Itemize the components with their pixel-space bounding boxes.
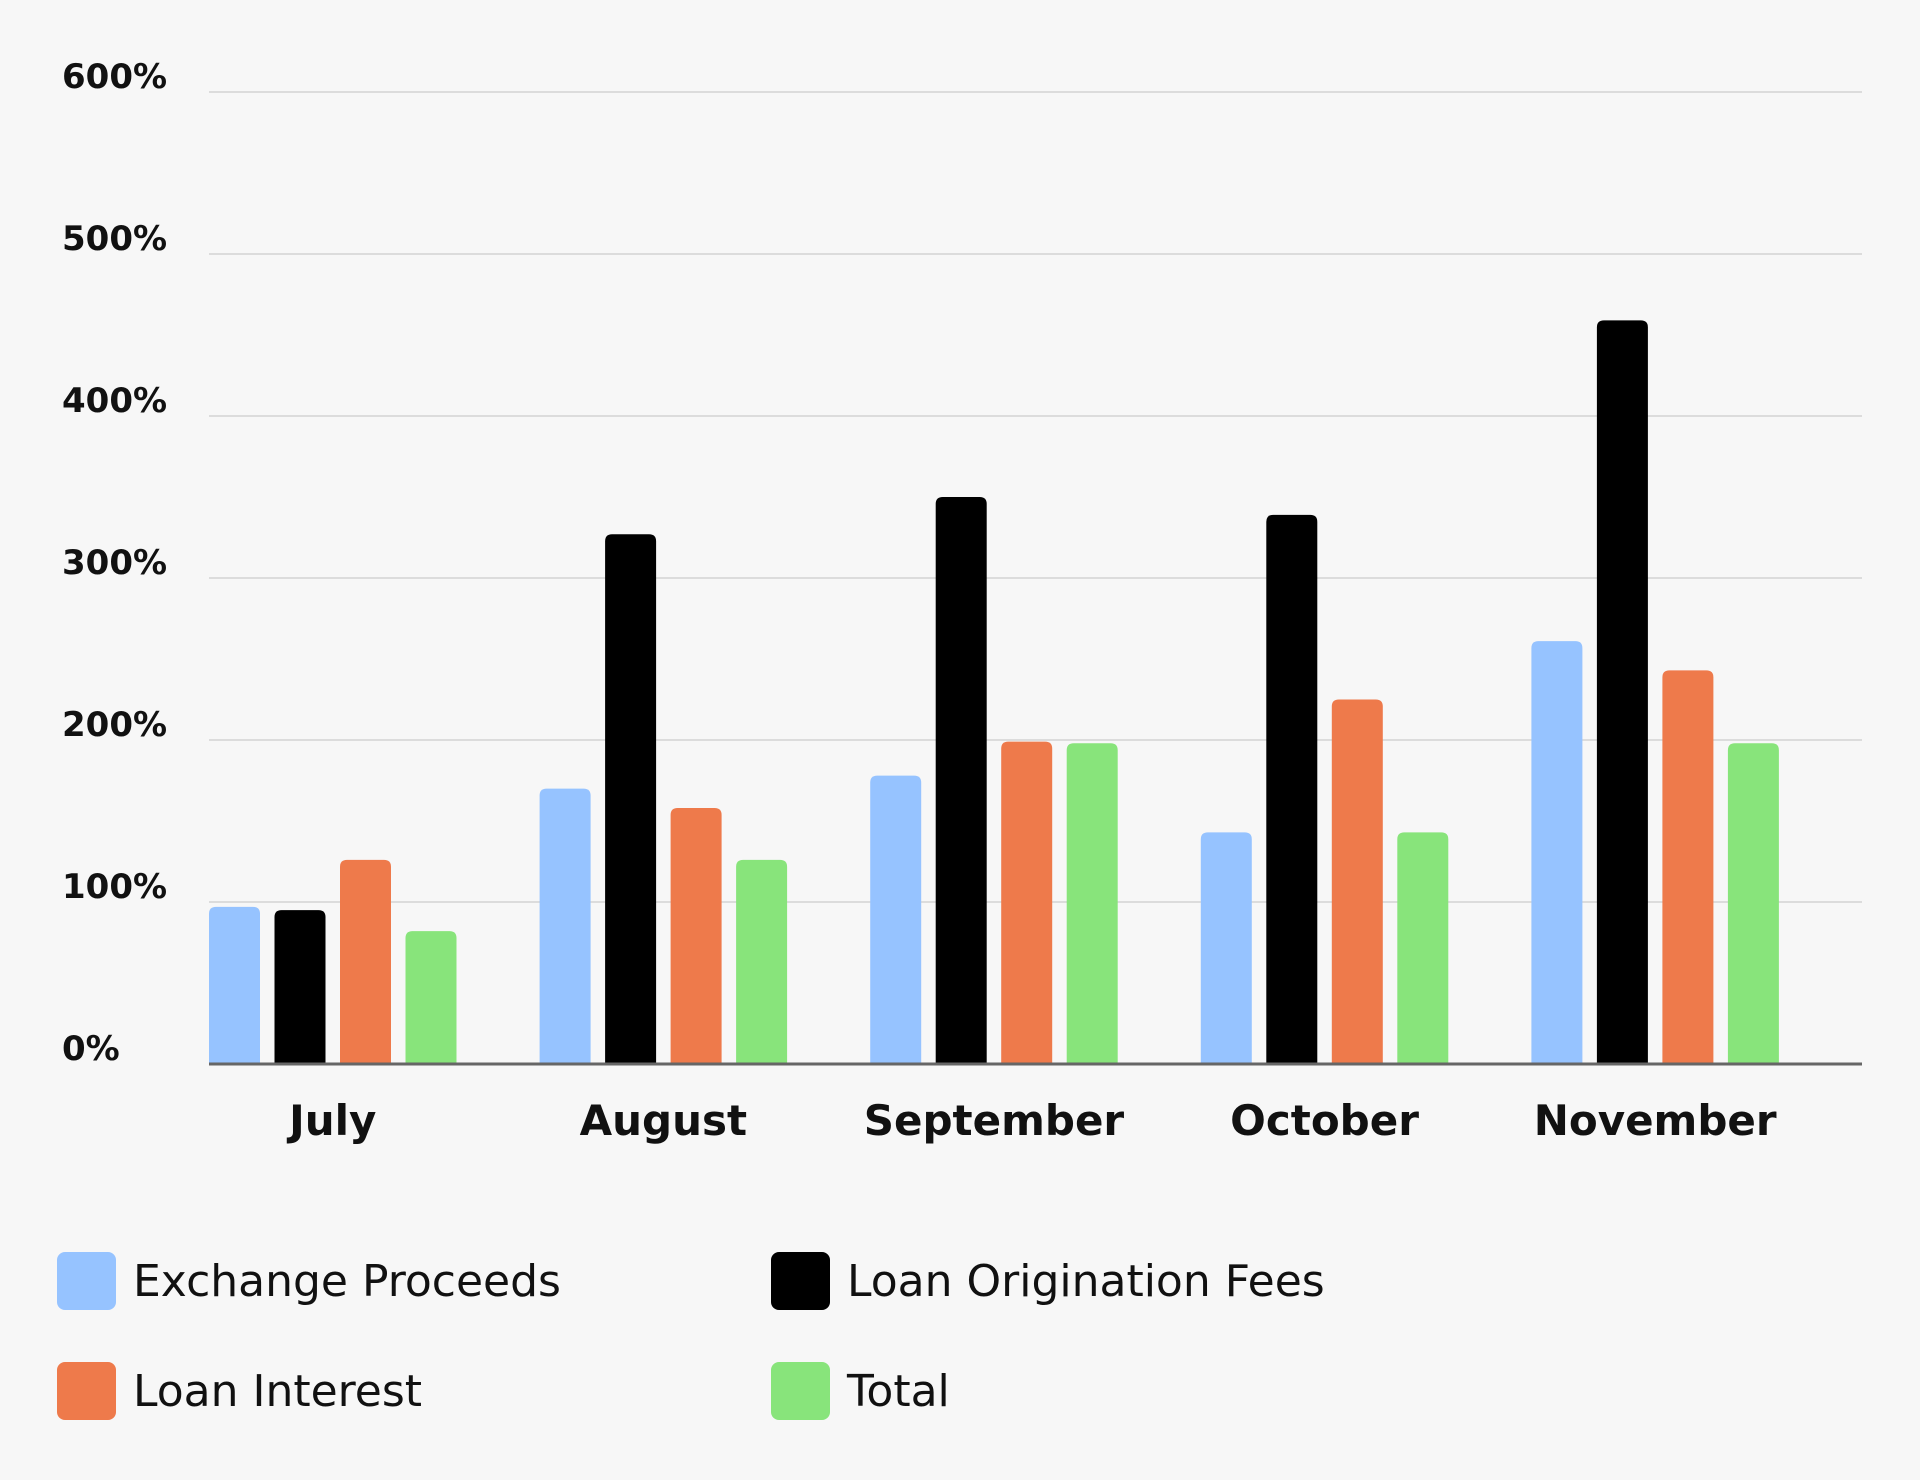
bar-exchange-proceeds-july [209,906,260,1064]
x-tick-label: October [1230,1096,1419,1145]
bar-loan-interest-november [1662,670,1714,1064]
y-tick-label: 200% [62,705,167,745]
bar-total-september [1066,743,1118,1064]
legend-swatch [771,1362,830,1420]
bar-exchange-proceeds-november [1531,641,1583,1064]
bar-total-november [1727,743,1779,1064]
x-axis-ticks: July August September October November [286,1096,1777,1145]
y-tick-label: 600% [62,57,167,97]
y-tick-label: 0% [62,1029,120,1069]
bar-loan-origination-fees-october [1266,514,1318,1064]
y-tick-label: 100% [62,867,167,907]
x-tick-label: July [286,1096,376,1145]
legend-swatch [57,1252,116,1310]
y-tick-label: 300% [62,543,167,583]
legend-label: Loan Origination Fees [847,1256,1325,1307]
bar-loan-origination-fees-november [1596,320,1648,1064]
bar-loan-interest-july [340,859,391,1064]
bar-total-august [736,859,788,1064]
y-tick-label: 500% [62,219,167,259]
bar-exchange-proceeds-september [870,775,922,1064]
legend-label: Loan Interest [133,1366,422,1417]
x-tick-label: August [580,1096,747,1145]
legend-label: Exchange Proceeds [133,1256,561,1307]
bar-total-october [1397,832,1449,1064]
legend-label: Total [846,1366,950,1417]
legend-swatch [771,1252,830,1310]
legend: Exchange Proceeds Loan Origination Fees Lo… [57,1252,1325,1420]
bar-loan-origination-fees-july [274,910,326,1064]
bar-loan-interest-august [670,808,722,1064]
bar-loan-interest-september [1001,741,1053,1064]
bar-loan-interest-october [1331,699,1383,1064]
gridlines [209,91,1862,903]
y-axis-ticks: 0% 100% 200% 300% 400% 500% 600% [62,57,167,1069]
x-tick-label: November [1534,1096,1777,1145]
bar-total-july [405,931,457,1064]
bar-loan-origination-fees-september [935,497,987,1064]
bar-loan-origination-fees-august [605,534,657,1064]
legend-swatch [57,1362,116,1420]
bar-exchange-proceeds-october [1200,832,1252,1064]
x-tick-label: September [864,1096,1125,1145]
bar-exchange-proceeds-august [539,788,591,1064]
y-tick-label: 400% [62,381,167,421]
bars [209,320,1779,1064]
